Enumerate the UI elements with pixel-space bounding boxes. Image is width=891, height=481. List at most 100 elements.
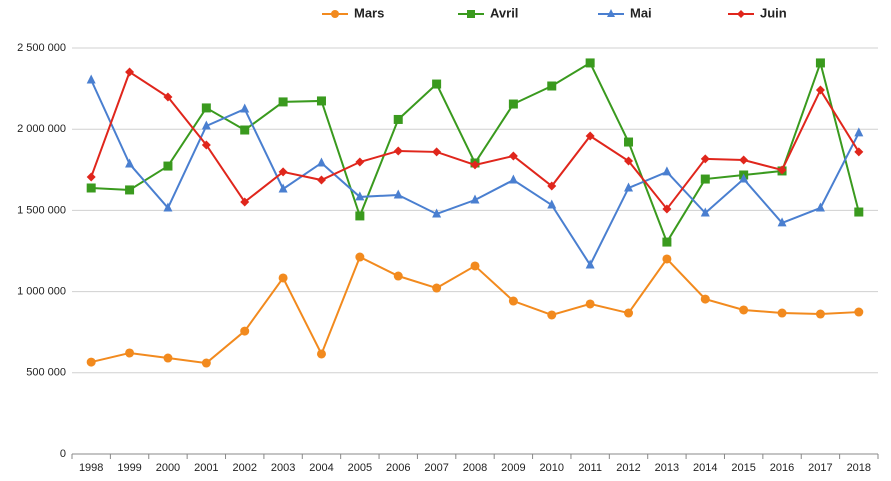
marker: [585, 299, 595, 309]
marker: [163, 92, 173, 102]
x-tick-label: 2005: [348, 462, 372, 474]
marker: [662, 237, 672, 247]
marker: [316, 175, 326, 185]
marker: [278, 273, 288, 283]
marker: [739, 305, 749, 315]
marker: [508, 99, 518, 109]
marker: [700, 174, 710, 184]
marker: [547, 81, 557, 91]
marker: [240, 326, 250, 336]
marker: [700, 207, 710, 217]
marker: [432, 79, 442, 89]
marker: [700, 154, 710, 164]
x-tick-label: 2017: [808, 462, 832, 474]
legend-label: Mai: [630, 5, 652, 20]
marker: [815, 85, 825, 95]
marker: [777, 217, 787, 227]
x-tick-label: 2009: [501, 462, 525, 474]
marker: [201, 140, 211, 150]
marker: [547, 310, 557, 320]
legend-label: Mars: [354, 5, 384, 20]
y-tick-label: 500 000: [26, 367, 66, 379]
marker: [355, 157, 365, 167]
marker: [470, 160, 480, 170]
marker: [854, 127, 864, 137]
marker: [854, 147, 864, 157]
marker: [125, 158, 135, 168]
marker: [316, 157, 326, 167]
x-tick-label: 2012: [616, 462, 640, 474]
marker: [278, 97, 288, 107]
marker: [624, 182, 634, 192]
marker: [662, 166, 672, 176]
marker: [201, 358, 211, 368]
marker: [854, 207, 864, 217]
marker: [624, 156, 634, 166]
x-tick-label: 2010: [540, 462, 564, 474]
legend-label: Avril: [490, 5, 518, 20]
marker: [624, 308, 634, 318]
marker: [201, 103, 211, 113]
marker: [508, 296, 518, 306]
marker: [815, 202, 825, 212]
marker: [163, 202, 173, 212]
y-tick-label: 1 500 000: [17, 204, 66, 216]
marker: [278, 167, 288, 177]
marker: [86, 357, 96, 367]
marker: [737, 10, 745, 18]
marker: [125, 67, 135, 77]
marker: [316, 96, 326, 106]
x-tick-label: 2018: [847, 462, 871, 474]
x-tick-label: 2004: [309, 462, 333, 474]
marker: [316, 349, 326, 359]
marker: [777, 165, 787, 175]
marker: [739, 173, 749, 183]
marker: [547, 181, 557, 191]
marker: [393, 189, 403, 199]
marker: [585, 259, 595, 269]
marker: [624, 137, 634, 147]
marker: [393, 146, 403, 156]
marker: [125, 185, 135, 195]
marker: [547, 199, 557, 209]
y-tick-label: 1 000 000: [17, 286, 66, 298]
x-tick-label: 2001: [194, 462, 218, 474]
x-tick-label: 2014: [693, 462, 717, 474]
y-tick-label: 2 000 000: [17, 123, 66, 135]
marker: [355, 252, 365, 262]
marker: [201, 120, 211, 130]
x-tick-label: 2006: [386, 462, 410, 474]
marker: [662, 204, 672, 214]
x-tick-label: 2008: [463, 462, 487, 474]
marker: [470, 194, 480, 204]
x-tick-label: 2015: [731, 462, 755, 474]
x-tick-label: 2016: [770, 462, 794, 474]
x-tick-label: 2013: [655, 462, 679, 474]
marker: [163, 353, 173, 363]
marker: [125, 348, 135, 358]
marker: [355, 211, 365, 221]
marker: [432, 283, 442, 293]
marker: [86, 74, 96, 84]
marker: [331, 10, 339, 18]
marker: [240, 125, 250, 135]
marker: [163, 161, 173, 171]
marker: [240, 103, 250, 113]
marker: [508, 151, 518, 161]
marker: [393, 271, 403, 281]
marker: [86, 172, 96, 182]
marker: [777, 308, 787, 318]
marker: [355, 191, 365, 201]
marker: [607, 9, 615, 17]
marker: [467, 10, 475, 18]
x-tick-label: 1999: [117, 462, 141, 474]
x-tick-label: 2007: [424, 462, 448, 474]
series-line: [91, 59, 860, 245]
marker: [86, 183, 96, 193]
marker: [393, 114, 403, 124]
y-tick-label: 2 500 000: [17, 42, 66, 54]
legend-label: Juin: [760, 5, 787, 20]
x-tick-label: 1998: [79, 462, 103, 474]
marker: [278, 183, 288, 193]
